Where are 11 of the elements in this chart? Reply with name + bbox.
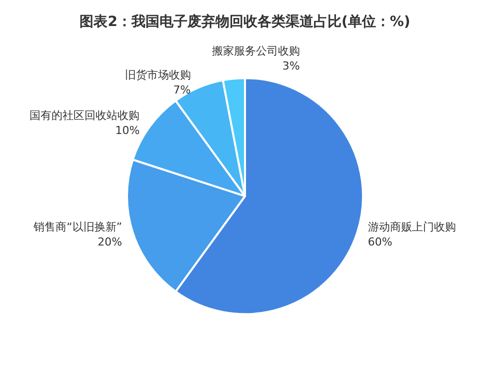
slice-label: 游动商贩上门收购 (368, 220, 456, 234)
data-label: 3% (282, 60, 300, 73)
chart-title: 图表2：我国电子废弃物回收各类渠道占比(单位：%) (80, 13, 410, 30)
slice-label: 搬家服务公司收购 (212, 44, 300, 58)
slice-label: 旧货市场收购 (124, 68, 191, 82)
slice-label: 国有的社区回收站收购 (30, 109, 140, 122)
data-label: 10% (115, 124, 140, 138)
slice-label: 销售商“以旧换新” (32, 220, 122, 234)
data-label: 60% (368, 235, 392, 248)
data-label: 7% (173, 83, 191, 96)
data-label: 20% (98, 235, 122, 248)
